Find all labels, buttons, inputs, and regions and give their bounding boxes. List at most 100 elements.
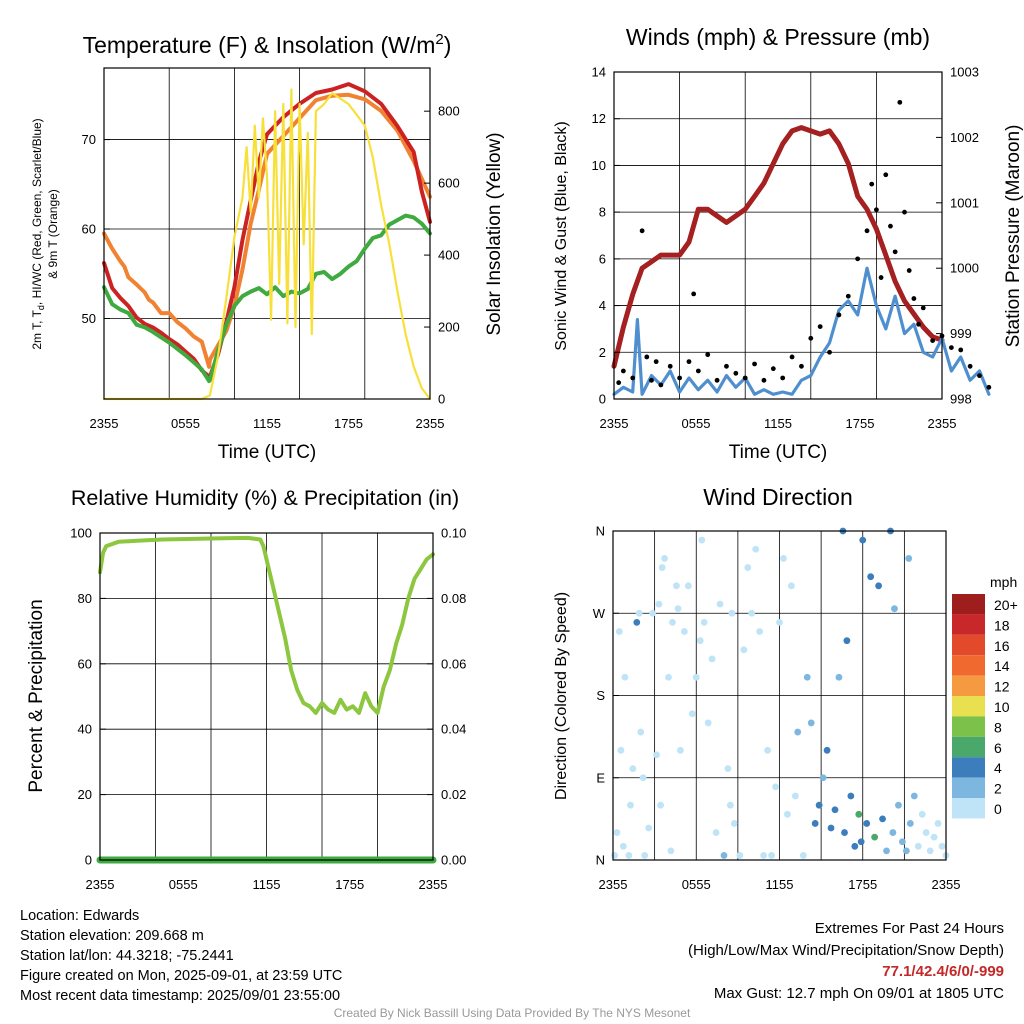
station-info: Location: Edwards Station elevation: 209… [20, 906, 342, 1006]
temperature-ylabel-right: Solar Insolation (Yellow) [484, 132, 505, 335]
direction-point [934, 820, 942, 827]
temperature-series-line-3 [102, 88, 432, 401]
direction-point [716, 600, 724, 608]
y-tick-label: 40 [78, 722, 92, 737]
direction-point [815, 801, 823, 809]
gust-point [714, 377, 720, 383]
direction-point [855, 810, 863, 818]
x-tick-label: 2355 [86, 877, 115, 892]
speed-legend-swatch [952, 736, 985, 758]
humidity-frame [99, 532, 434, 861]
direction-point [863, 820, 871, 827]
direction-point [704, 719, 712, 727]
humidity-series-line-0 [98, 535, 435, 715]
max-gust: Max Gust: 12.7 mph On 09/01 at 1805 UTC [713, 984, 1004, 1002]
y-tick-label: 0.04 [441, 722, 466, 737]
y-tick-label: S [596, 688, 605, 703]
speed-legend: mph 20+ 18 16 14 12 10 8 6 4 2 0 [952, 574, 1018, 819]
gust-point [620, 368, 626, 374]
direction-point [708, 655, 716, 663]
y-tick-label: 70 [82, 132, 96, 147]
gust-point [742, 375, 748, 381]
y-tick-label: 1001 [950, 195, 979, 210]
direction-point [720, 852, 728, 859]
direction-point [726, 801, 734, 809]
direction-point [841, 829, 848, 836]
speed-legend-swatch [952, 777, 985, 798]
direction-point [891, 605, 898, 613]
station-location: Location: Edwards [20, 908, 140, 924]
gust-point [649, 377, 654, 383]
direction-point [918, 810, 926, 818]
extremes-info: Extremes For Past 24 Hours (High/Low/Max… [688, 918, 1004, 1004]
gust-point [691, 291, 697, 297]
gust-point [967, 363, 973, 369]
direction-point [657, 801, 664, 809]
direction-point [895, 801, 902, 809]
gust-point [799, 363, 804, 369]
humidity-panel: Relative Humidity (%) & Precipitation (i… [26, 486, 466, 892]
y-tick-label: 999 [950, 326, 972, 341]
gust-point [902, 209, 907, 215]
gust-point [883, 172, 889, 178]
wind-pressure-title: Winds (mph) & Pressure (mb) [626, 24, 930, 50]
y-tick-label: 60 [82, 222, 96, 237]
y-tick-label: 400 [438, 248, 460, 263]
direction-point [653, 751, 661, 759]
speed-legend-swatch [952, 757, 985, 778]
direction-point [645, 824, 653, 832]
gust-point [827, 349, 832, 355]
recent-data-timestamp: Most recent data timestamp: 2025/09/01 2… [20, 988, 341, 1004]
speed-legend-label: 20+ [994, 597, 1018, 613]
speed-legend-swatch [952, 614, 985, 635]
pressure-ylabel-right: Station Pressure (Maroon) [1003, 125, 1024, 348]
direction-point [823, 746, 831, 754]
direction-point [889, 829, 897, 836]
speed-legend-swatch [952, 675, 985, 696]
direction-point [633, 618, 641, 626]
direction-point [902, 847, 910, 855]
speed-legend-swatch [952, 634, 985, 656]
extremes-title: Extremes For Past 24 Hours [814, 920, 1004, 937]
direction-point [851, 842, 859, 850]
speed-legend-label: 14 [994, 658, 1010, 674]
x-tick-label: 0555 [169, 877, 198, 892]
direction-point [867, 573, 875, 581]
speed-legend-label: 12 [994, 679, 1010, 695]
gust-point [630, 375, 636, 381]
y-tick-label: 0.06 [441, 656, 466, 671]
gust-point [780, 375, 786, 381]
gust-point [770, 366, 776, 372]
y-tick-label: 60 [78, 656, 92, 671]
direction-point [910, 792, 918, 800]
speed-legend-swatch [952, 798, 985, 819]
direction-point [905, 555, 913, 562]
x-tick-label: 2355 [90, 416, 119, 431]
gust-point [892, 249, 898, 255]
gust-point [836, 312, 842, 318]
speed-legend-label: 18 [994, 617, 1010, 633]
direction-point [748, 609, 756, 617]
speed-legend-label: 8 [994, 719, 1002, 735]
direction-point [625, 852, 633, 859]
gust-point [845, 293, 851, 299]
gust-point [616, 380, 622, 386]
y-tick-label: N [596, 524, 605, 539]
direction-point [669, 618, 676, 626]
direction-point [641, 852, 649, 859]
x-tick-label: 1155 [764, 416, 792, 431]
y-tick-label: 200 [438, 320, 460, 335]
x-tick-label: 1155 [766, 877, 794, 892]
y-tick-label: 1000 [950, 261, 979, 276]
direction-point [914, 842, 922, 850]
wind-pressure-ticks: 0 2 4 6 8 10 12 14 998 999 1000 1001 1002 1003 2355 055… [592, 65, 979, 432]
direction-point [692, 673, 700, 681]
temperature-series [102, 82, 432, 401]
y-tick-label: 0.00 [441, 853, 466, 868]
y-tick-label: W [593, 606, 606, 621]
x-tick-label: 0555 [682, 416, 711, 431]
gust-point [874, 207, 879, 213]
gust-point [986, 384, 992, 390]
wind-ylabel-left: Sonic Wind & Gust (Blue, Black) [553, 121, 570, 350]
speed-legend-label: 2 [994, 781, 1002, 797]
